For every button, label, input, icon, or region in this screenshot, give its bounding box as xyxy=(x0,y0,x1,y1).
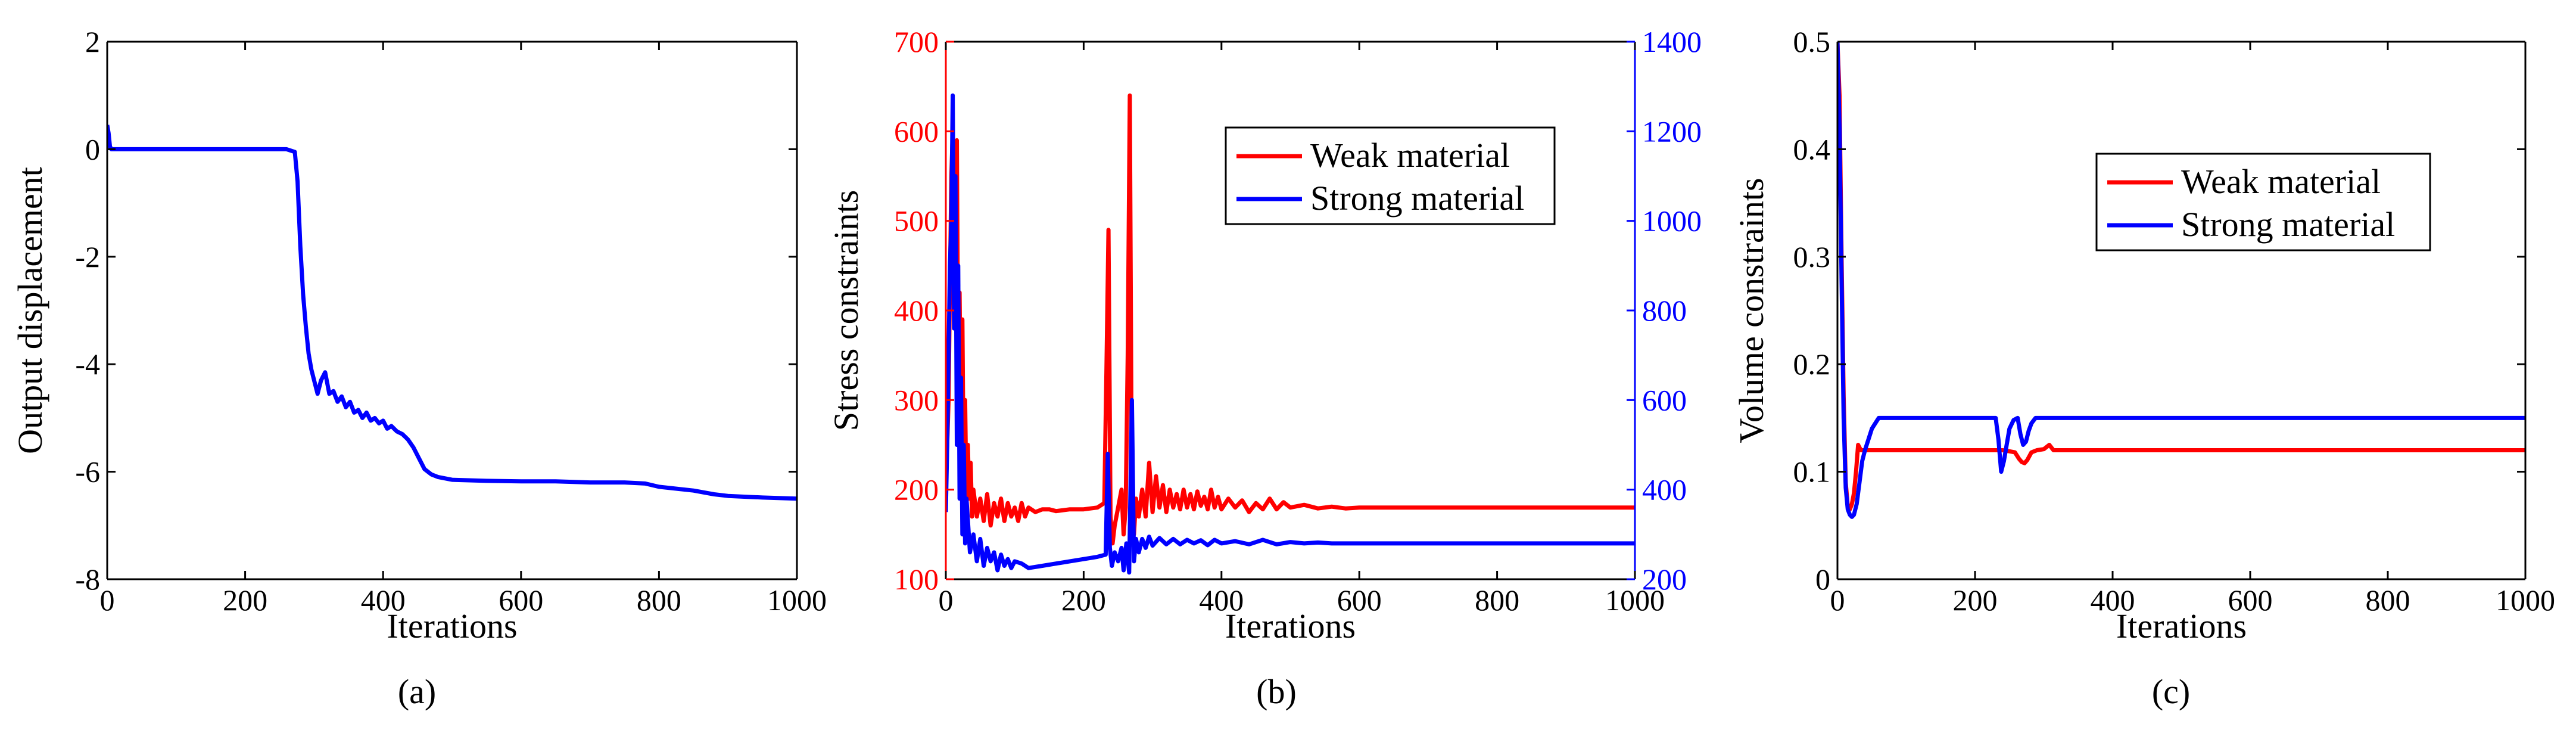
series-line-weak-material xyxy=(946,93,1635,546)
y-tick-label: 0.2 xyxy=(1793,347,1831,381)
x-axis-label: Iterations xyxy=(387,607,517,645)
y-tick-label: 400 xyxy=(894,294,939,327)
x-tick-label: 800 xyxy=(637,583,681,617)
x-tick-label: 400 xyxy=(361,583,406,617)
y2-tick-label: 600 xyxy=(1642,383,1687,417)
y-tick-label: 500 xyxy=(894,204,939,238)
x-tick-label: 200 xyxy=(1061,583,1106,617)
y-tick-label: 0 xyxy=(1815,563,1830,596)
x-tick-label: 1000 xyxy=(767,583,827,617)
y2-tick-label: 400 xyxy=(1642,473,1687,507)
x-axis-label: Iterations xyxy=(1225,607,1356,645)
series-line-weak-material xyxy=(1837,42,2525,512)
legend-label: Weak material xyxy=(1310,136,1510,175)
legend-label: Strong material xyxy=(1310,179,1524,218)
series-line-strong-material xyxy=(1837,42,2525,519)
y2-tick-label: 1200 xyxy=(1642,114,1702,148)
x-axis-label: Iterations xyxy=(2116,607,2247,645)
y-tick-label: 200 xyxy=(894,473,939,507)
x-tick-label: 800 xyxy=(1475,583,1519,617)
chart-panel-1: 0 200 400 600 800 1000 -8 -6 -4 -2 0 2 Iterations Out… xyxy=(11,25,827,711)
y2-tick-label: 1400 xyxy=(1642,25,1702,58)
x-tick-label: 600 xyxy=(1337,583,1382,617)
legend: Weak material Strong material xyxy=(2095,153,2431,251)
series-line-output-displacement xyxy=(107,125,797,501)
y-tick-label: 300 xyxy=(894,383,939,417)
chart-panel-2: 0 200 400 600 800 1000 100 200 300 400 500 600 700 20… xyxy=(827,25,1702,711)
y2-tick-label: 200 xyxy=(1642,563,1687,596)
legend: Weak material Strong material xyxy=(1225,126,1556,225)
x-tick-label: 800 xyxy=(2366,583,2410,617)
y-tick-label: 0 xyxy=(85,132,100,166)
legend-label: Weak material xyxy=(2181,162,2381,201)
y-axis-label: Volume constraints xyxy=(1732,178,1771,443)
legend-label: Strong material xyxy=(2181,205,2395,244)
series-group xyxy=(1837,42,2525,519)
x-tick-label: 0 xyxy=(100,583,115,617)
y-tick-label: -6 xyxy=(75,455,100,489)
x-tick-label: 1000 xyxy=(2496,583,2555,617)
chart-panel-3: 0 200 400 600 800 1000 0 0.1 0.2 0.3 0.4 0.5 Iterati… xyxy=(1732,25,2555,711)
series-group xyxy=(946,93,1635,575)
y-tick-label: 0.5 xyxy=(1793,25,1831,58)
legend-box xyxy=(2095,153,2431,251)
series-line-strong-material xyxy=(946,93,1635,575)
y-tick-label: 700 xyxy=(894,25,939,58)
y2-tick-label: 800 xyxy=(1642,294,1687,327)
legend-box xyxy=(1225,126,1556,225)
y-tick-label: 600 xyxy=(894,114,939,148)
y-tick-label: 0.3 xyxy=(1793,240,1831,274)
x-tick-label: 200 xyxy=(223,583,267,617)
y2-tick-label: 1000 xyxy=(1642,204,1702,238)
x-tick-label: 0 xyxy=(1830,583,1845,617)
x-tick-label: 600 xyxy=(499,583,543,617)
y-tick-label: 0.1 xyxy=(1793,455,1831,489)
y-tick-label: -4 xyxy=(75,347,100,381)
y-tick-label: 100 xyxy=(894,563,939,596)
panel-caption: (a) xyxy=(398,672,436,711)
x-tick-label: 200 xyxy=(1953,583,1998,617)
y-tick-label: 0.4 xyxy=(1793,132,1831,166)
y-axis-label: Stress constraints xyxy=(827,190,865,431)
x-tick-label: 400 xyxy=(2091,583,2135,617)
x-tick-label: 400 xyxy=(1199,583,1244,617)
series-group xyxy=(107,125,797,501)
x-tick-label: 600 xyxy=(2228,583,2273,617)
y-tick-label: 2 xyxy=(85,25,100,58)
y-tick-label: -2 xyxy=(75,240,100,274)
y-axis-label: Output displacement xyxy=(11,167,49,454)
panel-caption: (c) xyxy=(2152,672,2190,711)
x-tick-label: 1000 xyxy=(1605,583,1665,617)
x-tick-label: 0 xyxy=(939,583,954,617)
y-tick-label: -8 xyxy=(75,563,100,596)
panel-caption: (b) xyxy=(1256,672,1297,711)
